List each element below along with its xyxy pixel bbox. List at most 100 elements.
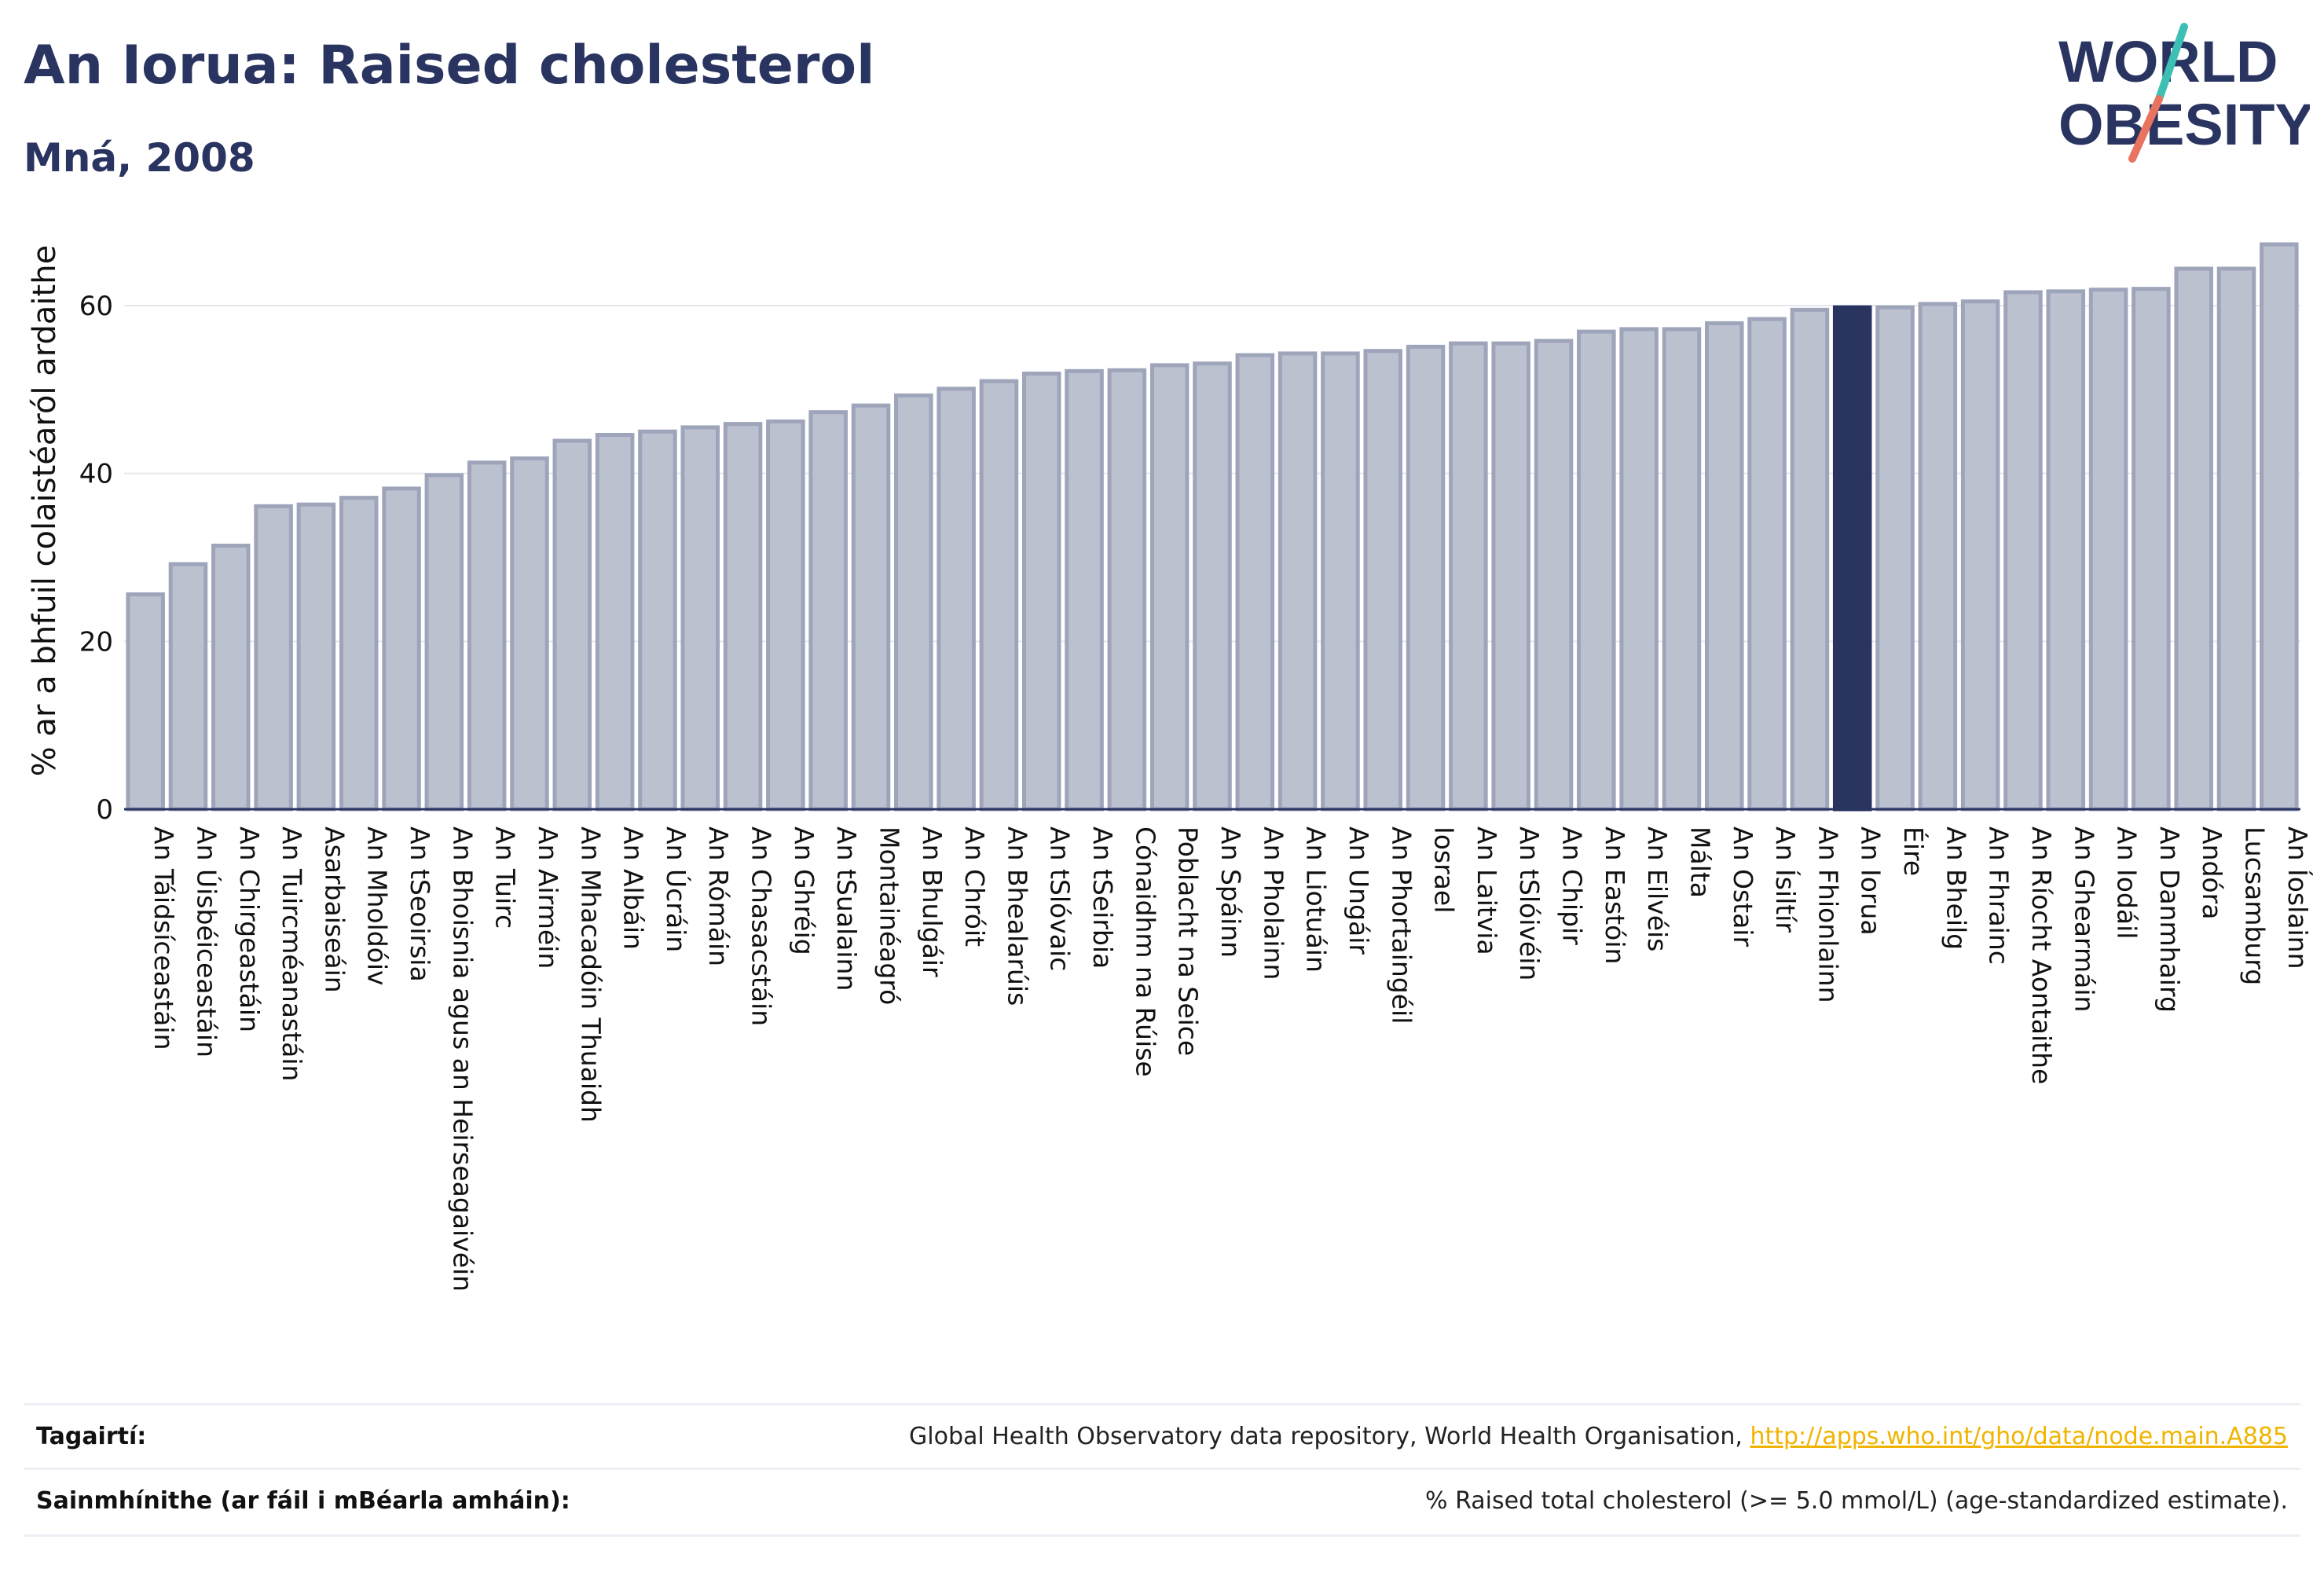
bar [1747,317,1787,812]
bar [979,379,1019,812]
bar [1363,349,1403,812]
bar [1790,307,1830,812]
definition-label: Sainmhínithe (ar fáil i mBéarla amháin): [36,1487,570,1515]
x-tick-label: An Albáin [618,826,649,950]
x-tick-labels: An Táidsíceastáin An Úisbéiceastáin An Chi… [148,826,2314,1292]
x-tick-label: An Fhionlainn [1813,826,1843,1003]
bar [2003,290,2043,812]
bar [339,496,379,812]
bar [126,592,165,812]
x-tick-label: An Chirgeastáin [234,826,265,1032]
bar [680,425,720,812]
x-tick-label: An Rómáin [703,826,734,966]
bar [1875,305,1915,812]
bar [296,502,336,812]
x-tick-label: Asarbaiseáin [319,826,350,993]
bar [2174,266,2213,812]
y-tick-label: 20 [79,626,113,658]
bar [1960,299,2000,812]
x-tick-label: An Ríocht Aontaithe [2026,826,2057,1084]
x-tick-label: An Bhoisnia agus an Heirseagaivéin [447,826,478,1292]
x-tick-label: An Bhulgáir [917,826,948,977]
world-obesity-logo: WORLD OBESITY [2058,23,2310,163]
x-tick-label: An Ghréig [789,826,819,955]
bar [1534,339,1574,812]
y-tick-label: 0 [96,794,113,826]
x-tick-label: An Ghearmáin [2069,826,2099,1012]
reference-text: Global Health Observatory data repositor… [909,1423,1750,1450]
x-tick-label: An Úcráin [661,826,692,952]
bar [808,410,848,812]
chart-subtitle: Mná, 2008 [24,135,255,181]
y-axis-label: % ar a bhfuil colaistéaról ardaithe [27,245,63,776]
x-tick-label: An Tuircméanastáin [277,826,307,1081]
x-tick-label: Lucsamburg [2240,826,2271,985]
bar [2088,288,2128,812]
x-tick-label: An tSlóvaic [1045,826,1076,971]
x-tick-label: An Spáinn [1215,826,1246,958]
bar-chart: An Táidsíceastáin An Úisbéiceastáin An Chi… [27,242,2314,1292]
x-tick-label: An Eastóin [1600,826,1630,964]
x-tick-label: An Pholainn [1258,826,1288,980]
bar [211,544,251,812]
bar [1449,341,1488,812]
x-tick-label: An Danmhairg [2154,826,2185,1013]
bar [2260,242,2299,812]
x-tick-label: An tSlóivéin [1514,826,1545,980]
bar [595,433,635,812]
x-tick-label: An Úisbéiceastáin [191,826,222,1057]
bars-layer [126,242,2299,812]
reference-value: Global Health Observatory data repositor… [909,1423,2288,1450]
bar [638,429,677,812]
reference-link[interactable]: http://apps.who.int/gho/data/node.main.A… [1750,1423,2288,1450]
x-tick-label: An Tuirc [490,826,521,929]
x-tick-label: An Chasacstáin [746,826,777,1026]
bar [1021,372,1061,812]
x-tick-label: An Bheilg [1941,826,1971,950]
x-tick-label: Iosrael [1429,826,1460,913]
bar [766,419,805,812]
x-tick-label: An tSeirbia [1087,826,1118,969]
x-tick-label: An Ísiltír [1770,826,1802,933]
logo-slash-coral [2128,95,2163,163]
x-tick-label: An Iodáil [2112,826,2143,939]
bar [552,438,592,812]
x-tick-label: An Chipir [1557,826,1588,945]
bar [723,422,763,812]
x-tick-label: An tSeoirsia [405,826,435,982]
x-tick-label: An Airméin [533,826,563,969]
x-tick-label: An Ostair [1728,826,1758,947]
x-tick-label: An Laitvia [1472,826,1502,955]
bar [2046,289,2086,812]
x-tick-label: Málta [1684,826,1715,898]
y-tick-label: 40 [79,459,113,490]
chart-title: An Iorua: Raised cholesterol [24,35,875,97]
x-tick-label: An Mhacadóin Thuaidh [575,826,606,1123]
bar [1577,329,1616,812]
bar [254,504,293,812]
x-tick-label: An Fhrainc [1984,826,2014,965]
bar [1918,302,1958,812]
x-tick-label: An Íoslainn [2282,826,2314,969]
bar [1149,363,1189,812]
reference-label: Tagairtí: [36,1423,147,1450]
y-tick-labels: 0 20 40 60 [79,291,113,826]
bar-highlight [1832,305,1872,812]
bar [1277,351,1318,812]
y-tick-label: 60 [79,291,113,322]
bar [1321,351,1360,812]
bar [424,473,464,812]
logo-text-obesity: OBESITY [2058,92,2310,157]
bar [1065,368,1104,812]
bar [382,486,421,812]
x-tick-label: An Phortaingéil [1386,826,1417,1024]
bar [2216,266,2256,812]
bar [467,460,507,812]
bar [2132,287,2171,812]
bar [851,403,891,812]
reference-row: Tagairtí: Global Health Observatory data… [24,1403,2300,1470]
x-tick-label: Cónaidhm na Rúise [1130,826,1160,1077]
x-tick-label: Andóra [2197,826,2227,919]
bar [1491,341,1530,812]
bar [510,456,549,812]
